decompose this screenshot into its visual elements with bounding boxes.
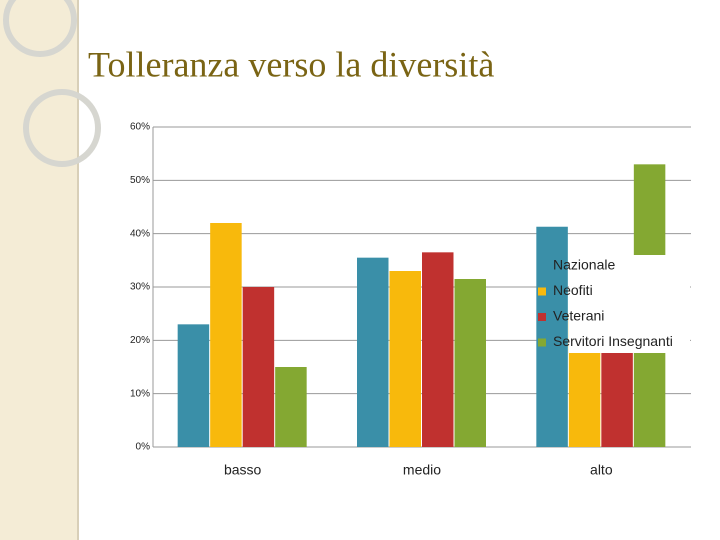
deco-circle: [23, 89, 101, 167]
x-tick-label: medio: [403, 462, 441, 478]
bar: [177, 324, 210, 447]
side-band: [0, 0, 78, 540]
bar: [357, 257, 389, 447]
legend-label: Servitori Insegnanti: [553, 333, 673, 349]
legend-label: Nazionale: [553, 257, 615, 273]
y-tick-label: 0%: [136, 442, 151, 453]
y-tick-label: 50%: [130, 175, 150, 186]
y-tick-label: 20%: [130, 335, 150, 346]
legend-label: Veterani: [553, 308, 604, 324]
legend-label: Neofiti: [553, 282, 593, 298]
bar: [454, 279, 486, 447]
bar: [242, 287, 275, 447]
chart: 0% 10% 20% 30% 40% 50% 60% basso medio alto Nazion…: [130, 122, 691, 478]
bar: [275, 367, 307, 447]
legend-box: [569, 255, 690, 353]
y-tick-label: 10%: [130, 388, 150, 399]
bar: [389, 271, 421, 447]
x-tick-label: alto: [590, 462, 613, 478]
x-tick-label: basso: [224, 462, 262, 478]
y-tick-label: 60%: [130, 122, 150, 133]
slide-title: Tolleranza verso la diversità: [88, 44, 494, 84]
legend-swatch: [538, 287, 546, 296]
legend-swatch: [538, 313, 546, 321]
legend-swatch: [538, 262, 546, 270]
bar: [210, 223, 242, 447]
legend-swatch: [538, 338, 546, 347]
y-tick-label: 40%: [130, 228, 150, 239]
bar: [422, 252, 454, 447]
deco-circle: [3, 0, 77, 57]
y-tick-label: 30%: [130, 282, 150, 293]
